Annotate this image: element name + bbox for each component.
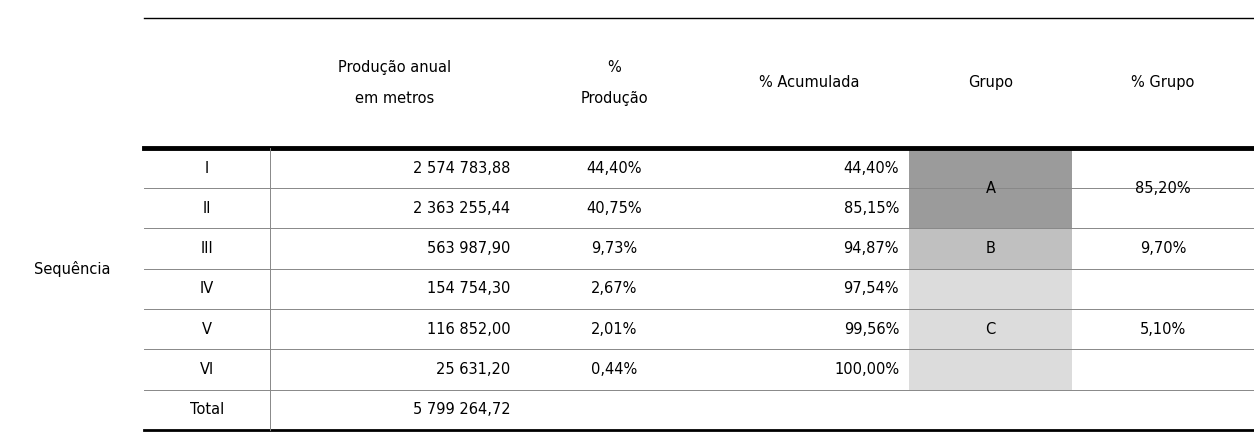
- Text: 97,54%: 97,54%: [844, 281, 899, 297]
- Text: Grupo: Grupo: [968, 75, 1013, 90]
- Text: 116 852,00: 116 852,00: [426, 322, 510, 337]
- Text: 2,67%: 2,67%: [592, 281, 637, 297]
- Text: % Grupo: % Grupo: [1131, 75, 1195, 90]
- Text: 44,40%: 44,40%: [587, 160, 642, 176]
- Bar: [909, 148, 1072, 228]
- Text: I: I: [204, 160, 209, 176]
- Text: 2 363 255,44: 2 363 255,44: [414, 201, 510, 216]
- Text: em metros: em metros: [355, 91, 435, 106]
- Text: III: III: [201, 241, 213, 256]
- Text: 563 987,90: 563 987,90: [428, 241, 510, 256]
- Text: Produção anual: Produção anual: [339, 60, 451, 75]
- Text: B: B: [986, 241, 996, 256]
- Text: 85,20%: 85,20%: [1135, 181, 1191, 196]
- Text: 99,56%: 99,56%: [844, 322, 899, 337]
- Bar: [909, 269, 1072, 390]
- Text: Produção: Produção: [581, 91, 648, 106]
- Text: V: V: [202, 322, 212, 337]
- Text: 154 754,30: 154 754,30: [428, 281, 510, 297]
- Text: 85,15%: 85,15%: [844, 201, 899, 216]
- Text: 2,01%: 2,01%: [592, 322, 637, 337]
- Text: 25 631,20: 25 631,20: [436, 362, 510, 377]
- Text: Total: Total: [189, 402, 224, 418]
- Text: 100,00%: 100,00%: [834, 362, 899, 377]
- Text: II: II: [203, 201, 211, 216]
- Text: 44,40%: 44,40%: [844, 160, 899, 176]
- Text: % Acumulada: % Acumulada: [759, 75, 859, 90]
- Text: 0,44%: 0,44%: [592, 362, 637, 377]
- Text: %: %: [608, 60, 621, 75]
- Text: 40,75%: 40,75%: [587, 201, 642, 216]
- Text: 9,70%: 9,70%: [1140, 241, 1186, 256]
- Text: 5,10%: 5,10%: [1140, 322, 1186, 337]
- Text: 94,87%: 94,87%: [844, 241, 899, 256]
- Text: IV: IV: [199, 281, 214, 297]
- Text: 9,73%: 9,73%: [592, 241, 637, 256]
- Text: Sequência: Sequência: [34, 261, 110, 277]
- Text: 2 574 783,88: 2 574 783,88: [413, 160, 510, 176]
- Text: A: A: [986, 181, 996, 196]
- Bar: [909, 228, 1072, 269]
- Text: 5 799 264,72: 5 799 264,72: [413, 402, 510, 418]
- Text: VI: VI: [199, 362, 214, 377]
- Text: C: C: [986, 322, 996, 337]
